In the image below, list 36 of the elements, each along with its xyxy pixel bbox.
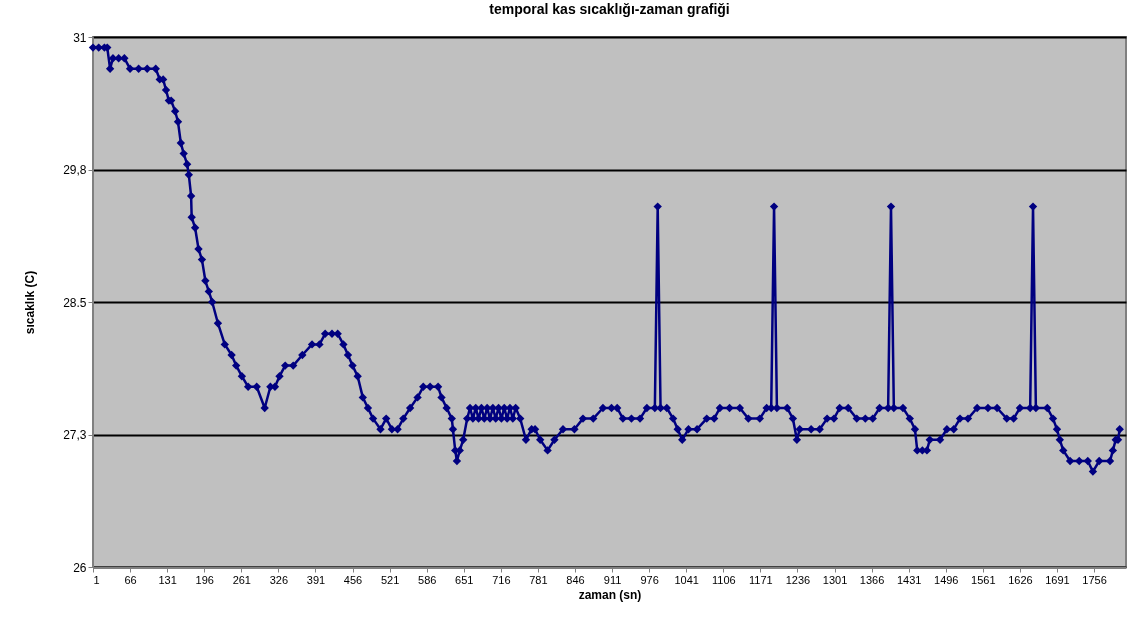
y-tick-label: 31	[73, 30, 87, 45]
chart-title: temporal kas sıcaklığı-zaman grafiği	[489, 1, 730, 17]
x-tick-label: 521	[380, 573, 400, 586]
x-tick-label: 1171	[749, 573, 773, 586]
x-tick-label: 261	[232, 573, 251, 586]
y-axis-title: sıcaklık (C)	[23, 270, 38, 335]
y-tick-label: 29,8	[63, 163, 87, 177]
x-tick-label: 326	[269, 573, 289, 586]
x-tick-label: 1691	[1045, 573, 1070, 586]
x-tick-label: 976	[640, 573, 659, 586]
y-tick-label: 26	[73, 560, 87, 575]
x-tick-label: 456	[343, 573, 363, 586]
y-tick-label: 28.5	[63, 295, 87, 310]
x-tick-label: 391	[306, 573, 326, 586]
x-axis-title: zaman (sn)	[578, 587, 642, 602]
x-tick-label: 1106	[711, 573, 736, 586]
x-tick-label: 131	[158, 573, 177, 586]
x-tick-label: 1756	[1082, 573, 1107, 586]
x-tick-label: 1496	[934, 573, 959, 586]
x-tick-label: 1561	[971, 573, 996, 586]
y-tick-label: 27,3	[63, 428, 87, 442]
x-tick-label: 781	[529, 573, 548, 586]
x-tick-label: 1301	[822, 573, 848, 586]
x-tick-label: 1236	[785, 573, 811, 586]
x-tick-label: 846	[566, 573, 585, 586]
x-tick-label: 586	[418, 573, 437, 586]
x-tick-label: 1626	[1008, 573, 1033, 586]
x-tick-label: 911	[603, 573, 622, 586]
x-tick-label: 1	[93, 573, 100, 586]
x-tick-label: 196	[195, 573, 214, 586]
x-tick-label: 1431	[896, 573, 922, 586]
x-tick-label: 651	[455, 573, 474, 586]
x-tick-label: 66	[124, 573, 137, 586]
x-tick-label: 1366	[859, 573, 885, 586]
x-tick-label: 716	[492, 573, 511, 586]
x-tick-label: 1041	[674, 573, 699, 586]
